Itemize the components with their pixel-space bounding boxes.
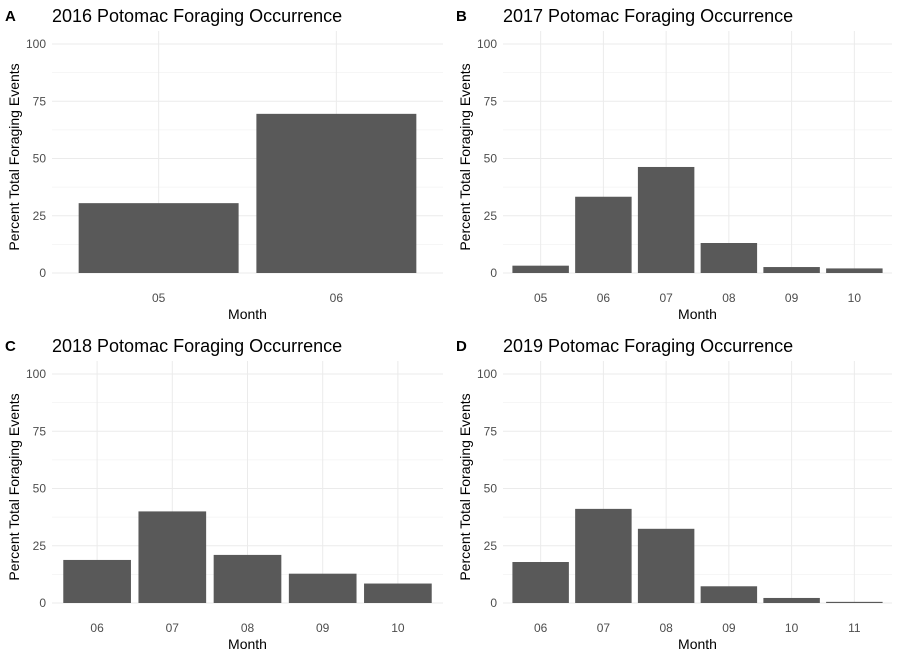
x-tick-label: 11 [848, 621, 861, 635]
y-tick-label: 50 [484, 482, 498, 496]
x-tick-label: 09 [722, 621, 736, 635]
y-tick-label: 0 [490, 266, 497, 280]
y-tick-label: 50 [33, 482, 47, 496]
y-tick-label: 75 [33, 424, 47, 438]
chart-title: 2017 Potomac Foraging Occurrence [503, 6, 793, 26]
bar-07 [575, 508, 632, 603]
chart-title: 2016 Potomac Foraging Occurrence [52, 6, 342, 26]
bar-09 [763, 267, 820, 273]
y-tick-label: 25 [484, 209, 498, 223]
x-tick-label: 10 [391, 621, 405, 635]
x-tick-label: 08 [659, 621, 673, 635]
bar-10 [364, 583, 432, 603]
y-tick-label: 50 [33, 152, 47, 166]
bar-06 [256, 113, 417, 273]
bar-05 [78, 203, 239, 273]
chart-panel-a: 0 25 50 75 100 05 06 A 2016 Potomac Foraging Occ… [5, 6, 443, 322]
x-tick-label: 07 [597, 621, 611, 635]
x-tick-label: 10 [785, 621, 799, 635]
bar-06 [512, 562, 569, 603]
x-axis-title: Month [228, 636, 267, 652]
chart-title: 2018 Potomac Foraging Occurrence [52, 336, 342, 356]
bar-06 [575, 196, 632, 273]
bar-08 [213, 554, 282, 603]
bar-10 [826, 268, 883, 273]
y-tick-label: 75 [484, 424, 498, 438]
chart-panel-b: 0 25 50 75 100 05 06 07 08 09 10 B 2017 Potomac Fora… [456, 6, 892, 322]
y-tick-label: 75 [484, 94, 498, 108]
y-axis-title: Percent Total Foraging Events [457, 63, 473, 250]
bar-06 [63, 559, 131, 603]
x-tick-label: 05 [152, 291, 166, 305]
y-axis-title: Percent Total Foraging Events [6, 63, 22, 250]
panel-letter: B [456, 8, 467, 25]
panel-letter: C [5, 338, 16, 355]
bar-08 [637, 528, 695, 603]
y-tick-label: 75 [33, 94, 47, 108]
chart-title: 2019 Potomac Foraging Occurrence [503, 336, 793, 356]
y-tick-label: 25 [484, 539, 498, 553]
y-axis-title: Percent Total Foraging Events [6, 393, 22, 580]
y-tick-label: 100 [477, 37, 497, 51]
bar-11 [826, 601, 883, 603]
bar-07 [637, 166, 695, 273]
y-tick-label: 0 [39, 266, 46, 280]
x-tick-label: 06 [597, 291, 611, 305]
chart-panel-d: 0 25 50 75 100 06 07 08 09 10 11 D 2019 Potomac Fora… [456, 336, 892, 652]
x-axis-title: Month [678, 306, 717, 322]
x-tick-label: 07 [659, 291, 673, 305]
y-tick-label: 100 [26, 367, 46, 381]
x-tick-label: 06 [330, 291, 344, 305]
panel-letter: D [456, 338, 467, 355]
x-tick-label: 08 [722, 291, 736, 305]
bar-08 [700, 243, 758, 273]
x-tick-label: 07 [166, 621, 180, 635]
x-tick-label: 10 [848, 291, 862, 305]
bar-05 [512, 265, 569, 273]
y-tick-label: 0 [490, 596, 497, 610]
bar-09 [700, 586, 758, 603]
y-tick-label: 0 [39, 596, 46, 610]
x-tick-label: 05 [534, 291, 548, 305]
y-tick-label: 100 [477, 367, 497, 381]
bar-07 [138, 511, 207, 603]
x-axis-title: Month [678, 636, 717, 652]
x-tick-label: 06 [90, 621, 104, 635]
panel-letter: A [5, 8, 16, 25]
y-axis-title: Percent Total Foraging Events [457, 393, 473, 580]
x-axis-title: Month [228, 306, 267, 322]
x-tick-label: 06 [534, 621, 548, 635]
bar-09 [288, 573, 357, 603]
y-tick-label: 50 [484, 152, 498, 166]
bar-10 [763, 597, 820, 603]
x-tick-label: 09 [316, 621, 330, 635]
y-tick-label: 25 [33, 539, 47, 553]
x-tick-label: 08 [241, 621, 255, 635]
x-tick-label: 09 [785, 291, 799, 305]
y-tick-label: 100 [26, 37, 46, 51]
y-tick-label: 25 [33, 209, 47, 223]
chart-panel-c: 0 25 50 75 100 06 07 08 09 10 C 2018 Potomac Foragi… [5, 336, 443, 652]
